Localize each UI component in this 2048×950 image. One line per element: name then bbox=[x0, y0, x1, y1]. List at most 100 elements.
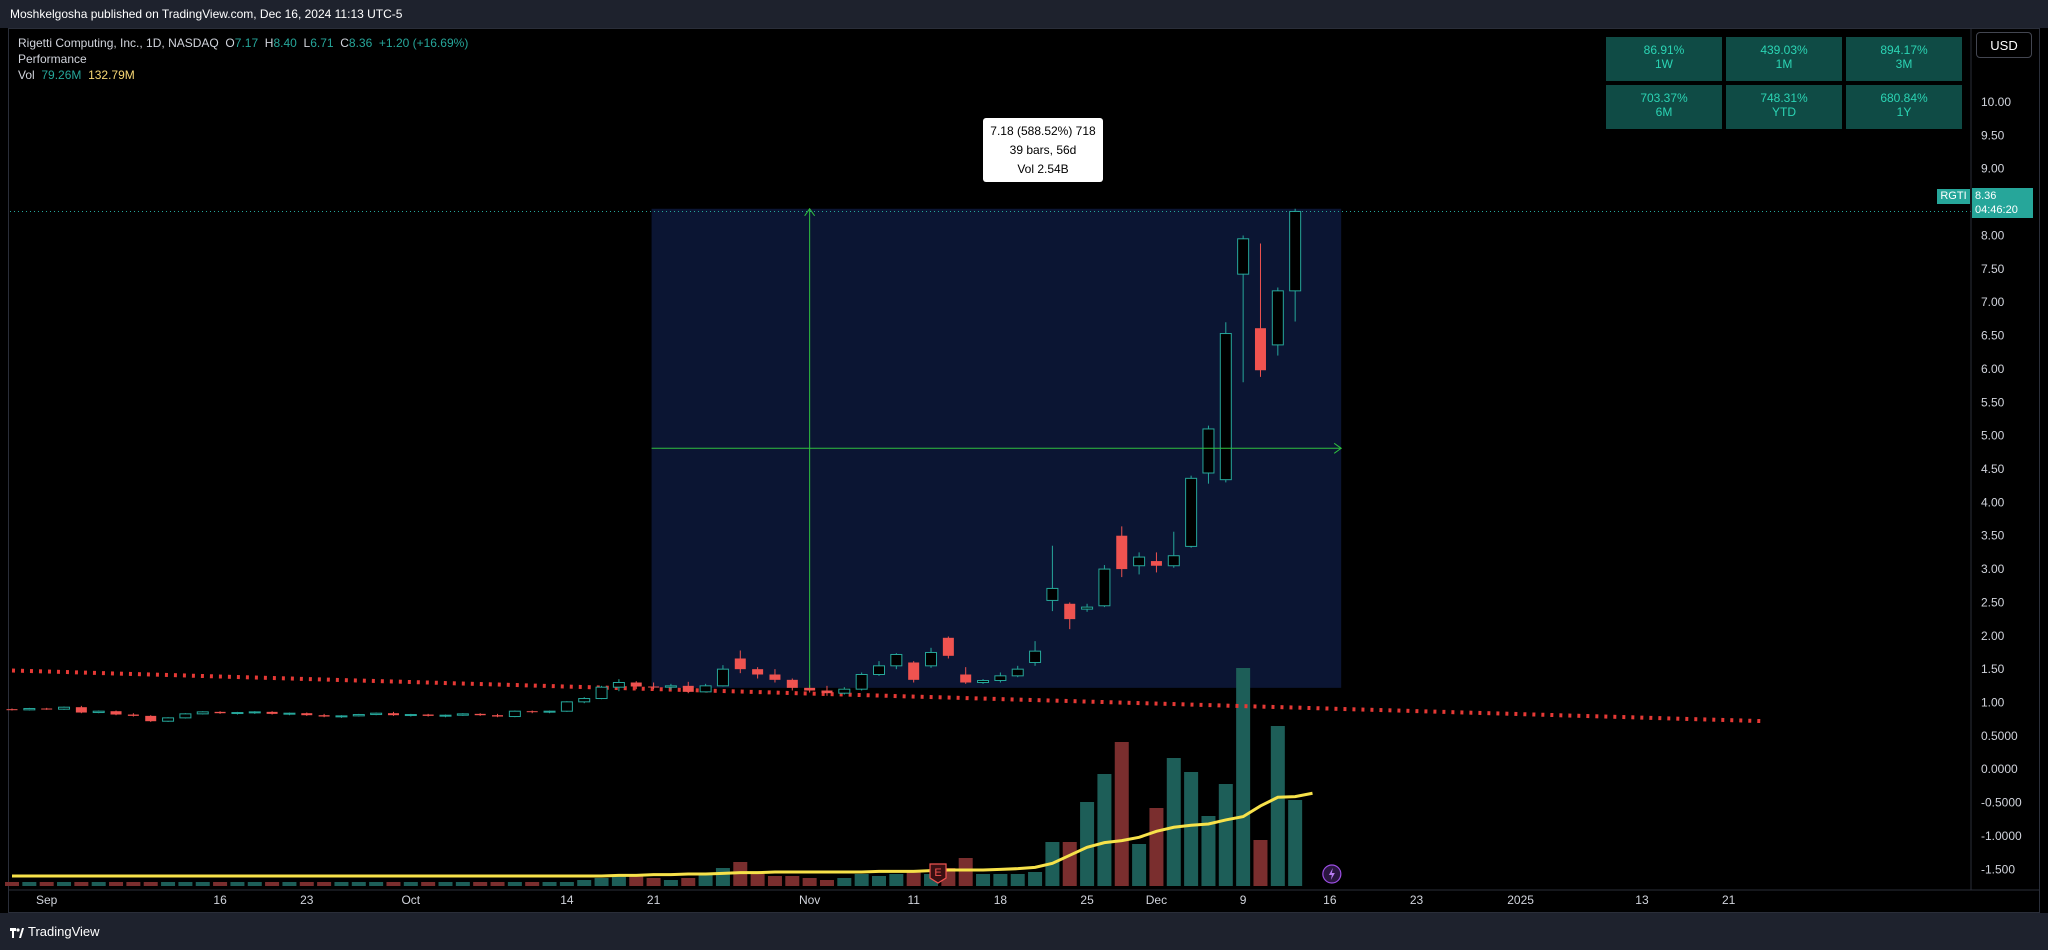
volume-bar bbox=[317, 882, 332, 886]
candle-body bbox=[699, 685, 712, 693]
candle-body bbox=[335, 715, 348, 718]
candle-body bbox=[1011, 668, 1024, 677]
x-tick-label: 18 bbox=[994, 893, 1008, 907]
volume-bar bbox=[421, 882, 436, 886]
volume-bar bbox=[750, 874, 765, 886]
candle-body bbox=[612, 682, 625, 688]
x-tick-label: 23 bbox=[300, 893, 314, 907]
x-tick-label: 21 bbox=[1722, 893, 1736, 907]
perf-value: 703.37% bbox=[1640, 91, 1688, 105]
candle-body bbox=[1064, 603, 1076, 620]
candle-body bbox=[92, 710, 105, 714]
candle-body bbox=[110, 711, 122, 715]
volume-bar bbox=[386, 882, 401, 886]
candle-body bbox=[1202, 428, 1215, 474]
y-tick-label: 5.50 bbox=[1981, 395, 2005, 409]
candle-body bbox=[855, 673, 868, 690]
y-tick-label: -1.0000 bbox=[1981, 829, 2022, 843]
volume-bar bbox=[5, 882, 19, 886]
low-label: L bbox=[303, 36, 311, 50]
candle-body bbox=[248, 711, 261, 714]
candle-body bbox=[1219, 333, 1232, 481]
candle-body bbox=[838, 688, 851, 694]
volume-bar bbox=[455, 882, 470, 886]
y-tick-label: 4.00 bbox=[1981, 495, 2005, 509]
candle-body bbox=[352, 714, 365, 717]
tradingview-logo[interactable]: TradingView bbox=[10, 924, 100, 939]
volume-bar bbox=[299, 882, 314, 886]
candle-body bbox=[734, 658, 746, 670]
volume-bar bbox=[525, 882, 540, 886]
volume-bar bbox=[611, 876, 626, 886]
volume-bar bbox=[837, 878, 852, 886]
volume-bar bbox=[889, 874, 904, 886]
candle-body bbox=[769, 674, 781, 680]
candle-body bbox=[1081, 606, 1094, 610]
volume-bar bbox=[126, 882, 141, 886]
vol-label[interactable]: Vol bbox=[18, 68, 35, 82]
published-header: Moshkelgosha published on TradingView.co… bbox=[0, 0, 2048, 28]
lightning-glyph bbox=[1328, 868, 1335, 880]
candle-body bbox=[1254, 328, 1266, 371]
candle-body bbox=[682, 685, 694, 692]
candle-body bbox=[1150, 561, 1162, 566]
candle-body bbox=[977, 680, 990, 684]
volume-bar bbox=[1114, 742, 1129, 886]
candle-body bbox=[786, 679, 798, 688]
perf-period: YTD bbox=[1772, 105, 1796, 119]
measure-change: 7.18 (588.52%) 718 bbox=[990, 124, 1096, 138]
y-tick-label: -0.5000 bbox=[1981, 796, 2022, 810]
perf-6m: 703.37% 6M bbox=[1606, 85, 1722, 129]
indicator-performance[interactable]: Performance bbox=[18, 52, 87, 66]
tradingview-icon bbox=[10, 927, 24, 938]
candle-body bbox=[266, 711, 278, 714]
measure-volume: Vol 2.54B bbox=[1017, 162, 1069, 176]
perf-ytd: 748.31% YTD bbox=[1726, 85, 1842, 129]
volume-bar bbox=[594, 878, 609, 886]
low-value: 6.71 bbox=[310, 36, 334, 50]
candle-body bbox=[231, 712, 244, 715]
candle-body bbox=[526, 711, 538, 713]
high-value: 8.40 bbox=[273, 36, 297, 50]
y-tick-label: 4.50 bbox=[1981, 462, 2005, 476]
high-label: H bbox=[264, 36, 274, 50]
candle-body bbox=[162, 717, 175, 722]
volume-bar bbox=[161, 882, 176, 886]
candle-body bbox=[595, 686, 608, 700]
candle-body bbox=[404, 714, 417, 717]
volume-bar bbox=[473, 882, 488, 886]
candle-body bbox=[804, 687, 816, 691]
candle-body bbox=[578, 698, 591, 703]
y-tick-label: 7.50 bbox=[1981, 262, 2005, 276]
last-price: 8.36 bbox=[1975, 190, 1997, 202]
y-tick-label: 0.5000 bbox=[1981, 729, 2018, 743]
volume-bar bbox=[369, 882, 384, 886]
volume-bar bbox=[334, 882, 349, 886]
candle-body bbox=[1185, 477, 1198, 547]
perf-period: 6M bbox=[1655, 105, 1673, 119]
currency-button[interactable]: USD bbox=[1976, 32, 2032, 58]
volume-bar bbox=[577, 880, 592, 886]
volume-bar bbox=[22, 882, 37, 886]
x-tick-label: 9 bbox=[1240, 893, 1247, 907]
x-tick-label: 21 bbox=[647, 893, 661, 907]
candle-body bbox=[387, 713, 399, 716]
perf-1y: 680.84% 1Y bbox=[1846, 85, 1962, 129]
close-value: 8.36 bbox=[348, 36, 373, 50]
y-tick-label: 2.50 bbox=[1981, 595, 2005, 609]
volume-bar bbox=[39, 882, 54, 886]
perf-1m: 439.03% 1M bbox=[1726, 37, 1842, 81]
candle-body bbox=[474, 713, 486, 716]
candle-body bbox=[925, 651, 938, 667]
volume-bar bbox=[906, 870, 921, 886]
x-tick-label: 14 bbox=[560, 893, 574, 907]
candle-body bbox=[23, 708, 36, 711]
volume-bar bbox=[872, 876, 886, 886]
y-tick-label: 8.00 bbox=[1981, 228, 2005, 242]
volume-bar bbox=[265, 882, 280, 886]
symbol-name[interactable]: Rigetti Computing, Inc., 1D, NASDAQ bbox=[18, 36, 219, 50]
candle-body bbox=[422, 714, 434, 716]
volume-bar bbox=[1132, 844, 1147, 886]
footer-bar: TradingView bbox=[0, 913, 2048, 950]
